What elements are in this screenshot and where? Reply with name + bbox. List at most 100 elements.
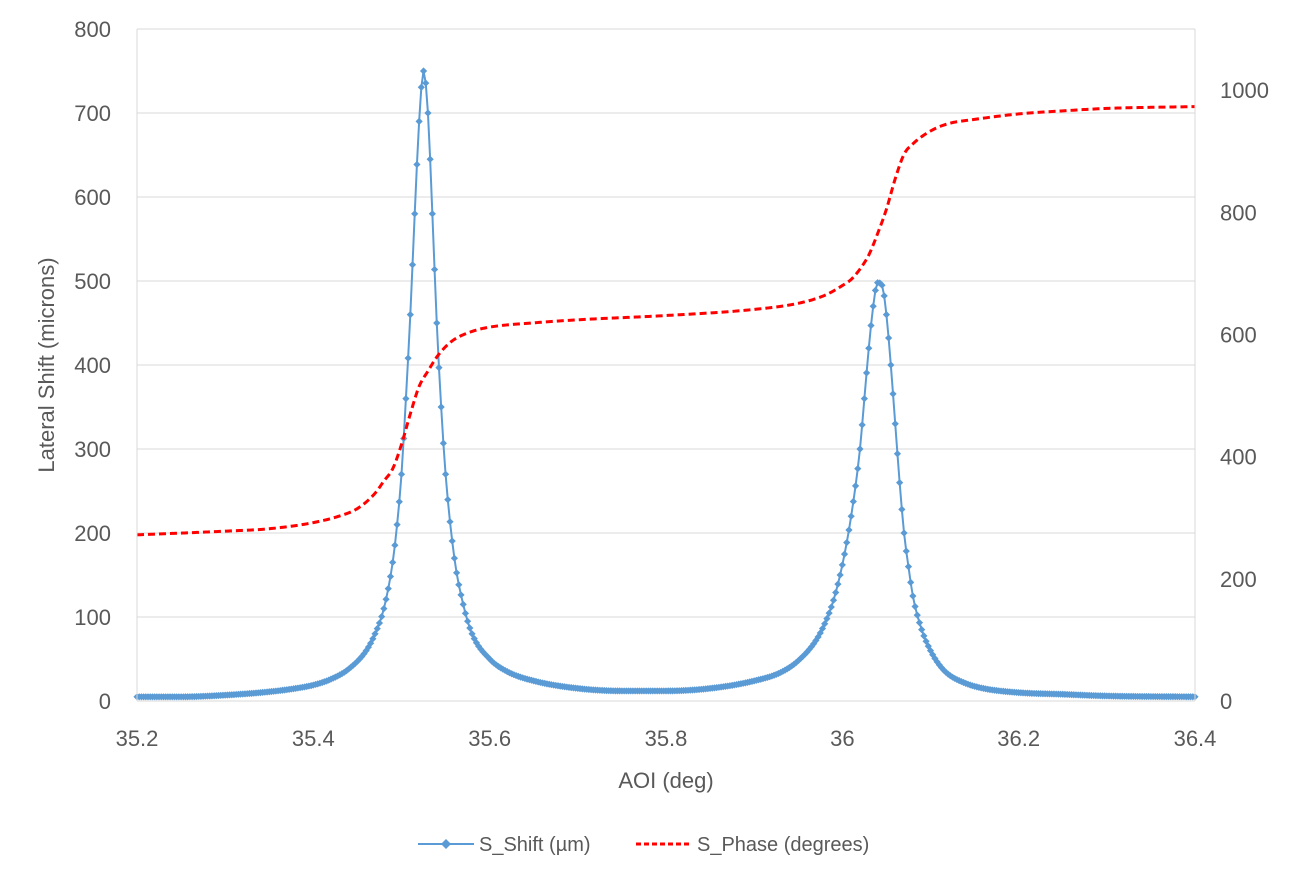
- data-point-s-shift: [836, 571, 844, 579]
- data-point-s-shift: [375, 619, 384, 627]
- data-point-s-shift: [911, 602, 919, 611]
- data-point-s-shift: [450, 554, 458, 562]
- data-point-s-shift: [479, 648, 487, 656]
- y2-tick-label: 0: [1220, 689, 1232, 714]
- data-point-s-shift: [411, 210, 419, 218]
- legend-label-shift: S_Shift (µm): [479, 834, 591, 856]
- y2-tick-label: 1000: [1220, 78, 1269, 103]
- data-point-s-shift: [453, 569, 461, 577]
- data-point-s-shift: [862, 369, 871, 377]
- data-point-s-shift: [799, 652, 807, 661]
- data-point-s-shift: [483, 653, 492, 661]
- data-point-s-shift: [389, 558, 397, 566]
- data-point-s-shift: [441, 470, 450, 478]
- data-point-s-shift: [475, 642, 483, 650]
- data-point-s-shift: [902, 547, 910, 555]
- data-point-s-shift: [885, 334, 893, 342]
- data-point-s-shift: [814, 633, 822, 641]
- data-point-s-shift: [867, 321, 875, 330]
- data-point-s-shift: [898, 505, 906, 513]
- data-point-s-shift: [351, 659, 359, 668]
- y-tick-label: 600: [74, 185, 111, 210]
- data-point-s-shift: [417, 83, 425, 91]
- data-point-s-shift: [347, 663, 355, 671]
- data-point-s-shift: [369, 635, 377, 643]
- data-point-s-shift: [889, 390, 897, 398]
- data-point-s-shift: [345, 665, 353, 673]
- data-point-s-shift: [796, 655, 805, 663]
- data-point-s-shift: [913, 611, 921, 619]
- data-point-s-shift: [909, 592, 917, 600]
- data-point-s-shift: [488, 657, 496, 665]
- y-tick-label: 0: [99, 689, 111, 714]
- x-tick-label: 36.4: [1174, 726, 1217, 751]
- data-point-s-shift: [834, 580, 842, 588]
- data-point-s-shift: [367, 639, 375, 647]
- data-point-s-shift: [827, 603, 835, 611]
- data-point-s-shift: [439, 439, 447, 447]
- data-point-s-shift: [402, 395, 410, 403]
- data-point-s-shift: [823, 614, 831, 623]
- data-point-s-shift: [920, 632, 928, 640]
- data-point-s-shift: [444, 496, 452, 504]
- data-point-s-shift: [924, 642, 932, 650]
- y-tick-label: 800: [74, 17, 111, 42]
- data-point-s-shift: [933, 658, 941, 666]
- data-point-s-shift: [426, 155, 434, 163]
- data-point-s-shift: [840, 550, 849, 558]
- data-point-s-shift: [891, 420, 899, 428]
- data-point-s-shift: [461, 609, 470, 617]
- data-point-s-shift: [882, 311, 891, 319]
- x-tick-label: 35.2: [116, 726, 159, 751]
- data-point-s-shift: [459, 600, 467, 608]
- data-point-s-shift: [821, 620, 829, 628]
- data-point-s-shift: [360, 650, 368, 658]
- data-point-s-shift: [430, 265, 439, 274]
- data-point-s-shift: [858, 421, 866, 429]
- data-point-s-shift: [384, 585, 392, 593]
- legend-item-shift: S_Shift (µm): [418, 834, 591, 856]
- data-point-s-shift: [792, 658, 800, 667]
- data-point-s-shift: [404, 354, 412, 362]
- data-point-s-shift: [424, 109, 432, 117]
- data-point-s-shift: [843, 538, 851, 547]
- series-line-s-phase: [136, 105, 1196, 537]
- y-tick-label: 700: [74, 101, 111, 126]
- data-point-s-shift: [918, 626, 926, 634]
- data-point-s-shift: [457, 591, 465, 599]
- legend-item-phase: S_Phase (degrees): [636, 834, 869, 856]
- y-tick-label: 500: [74, 269, 111, 294]
- series-markers-s-shift: [133, 67, 1199, 701]
- x-axis-title: AOI (deg): [618, 768, 713, 793]
- legend: S_Shift (µm) S_Phase (degrees): [418, 834, 869, 856]
- data-point-s-shift: [810, 640, 818, 648]
- data-point-s-shift: [869, 302, 877, 310]
- x-tick-label: 36: [830, 726, 854, 751]
- data-point-s-shift: [893, 450, 902, 458]
- y2-tick-label: 800: [1220, 200, 1257, 225]
- data-point-s-shift: [931, 654, 939, 663]
- data-point-s-shift: [847, 512, 855, 520]
- data-point-s-shift: [896, 479, 904, 487]
- data-point-s-shift: [854, 465, 862, 473]
- data-point-s-shift: [880, 292, 888, 300]
- x-tick-label: 35.4: [292, 726, 335, 751]
- data-point-s-shift: [856, 445, 864, 453]
- data-point-s-shift: [926, 647, 935, 655]
- data-point-s-shift: [415, 117, 423, 125]
- axes: 0 100 200 300 400 500 600 700 800 0 200 400 600 800 10…: [74, 17, 1269, 751]
- data-point-s-shift: [435, 364, 443, 372]
- data-point-s-shift: [468, 630, 476, 638]
- data-point-s-shift: [907, 578, 915, 586]
- data-point-s-shift: [904, 563, 913, 571]
- data-point-s-shift: [871, 286, 879, 294]
- data-point-s-shift: [825, 609, 833, 617]
- data-point-s-shift: [845, 526, 853, 534]
- data-point-s-shift: [785, 663, 794, 672]
- data-point-s-shift: [397, 470, 406, 478]
- x-tick-label: 35.6: [468, 726, 511, 751]
- y-tick-label: 400: [74, 353, 111, 378]
- y-axis-title: Lateral Shift (microns): [34, 257, 59, 472]
